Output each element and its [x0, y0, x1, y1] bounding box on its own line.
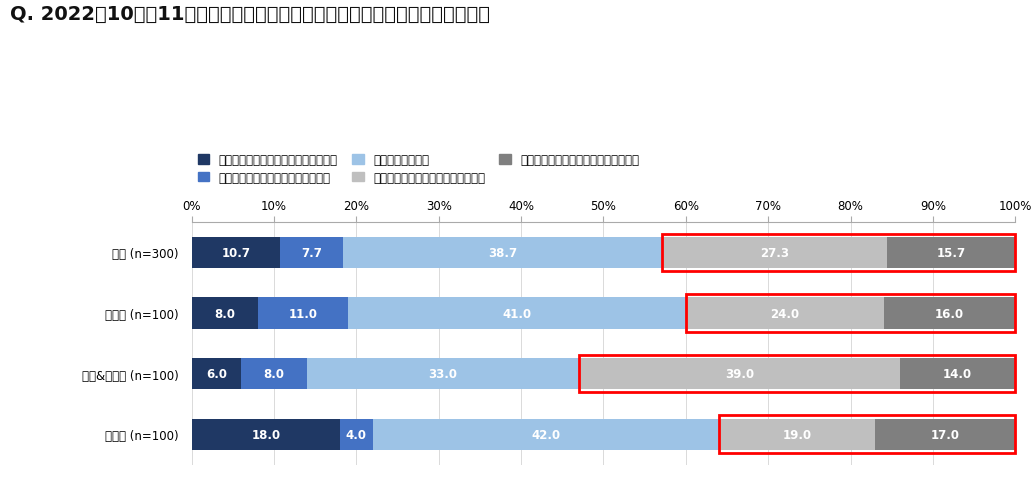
- Bar: [192, 358, 241, 390]
- Bar: [241, 358, 307, 390]
- Bar: [662, 237, 887, 269]
- Bar: [192, 237, 280, 269]
- Text: 38.7: 38.7: [488, 246, 517, 259]
- Bar: [900, 358, 1015, 390]
- Text: 17.0: 17.0: [930, 428, 959, 441]
- Bar: [192, 419, 340, 450]
- Bar: [343, 237, 662, 269]
- Bar: [719, 419, 875, 450]
- Text: 41.0: 41.0: [502, 307, 531, 320]
- Text: 33.0: 33.0: [428, 367, 457, 380]
- Text: 4.0: 4.0: [346, 428, 367, 441]
- Bar: [280, 237, 343, 269]
- Text: 7.7: 7.7: [301, 246, 322, 259]
- Text: 42.0: 42.0: [531, 428, 560, 441]
- Bar: [340, 419, 373, 450]
- Text: 8.0: 8.0: [263, 367, 285, 380]
- Bar: [192, 298, 258, 329]
- Text: 16.0: 16.0: [934, 307, 963, 320]
- Legend: 昨年よりかなり意識が強くなっている, 昨年より少し意識が強くなっている, 昨年と変わらない, 昨年より少し意識が弱くなっている, 昨年よりかなり意識が弱くなって: 昨年よりかなり意識が強くなっている, 昨年より少し意識が強くなっている, 昨年と…: [198, 153, 639, 184]
- Bar: [875, 419, 1015, 450]
- Text: 19.0: 19.0: [782, 428, 811, 441]
- Bar: [373, 419, 719, 450]
- Bar: [884, 298, 1015, 329]
- Bar: [887, 237, 1016, 269]
- Text: Q. 2022年10月～11月頃と比べて、現在の感染症対策意識は変わりましたか。: Q. 2022年10月～11月頃と比べて、現在の感染症対策意識は変わりましたか。: [10, 5, 490, 24]
- Bar: [307, 358, 579, 390]
- Bar: [258, 298, 348, 329]
- Text: 6.0: 6.0: [206, 367, 227, 380]
- Text: 27.3: 27.3: [759, 246, 788, 259]
- Text: 15.7: 15.7: [937, 246, 966, 259]
- Bar: [579, 358, 900, 390]
- Text: 14.0: 14.0: [943, 367, 972, 380]
- Text: 8.0: 8.0: [214, 307, 235, 320]
- Text: 39.0: 39.0: [725, 367, 754, 380]
- Text: 18.0: 18.0: [251, 428, 281, 441]
- Bar: [686, 298, 884, 329]
- Text: 11.0: 11.0: [288, 307, 317, 320]
- Bar: [348, 298, 686, 329]
- Text: 24.0: 24.0: [770, 307, 799, 320]
- Text: 10.7: 10.7: [222, 246, 251, 259]
